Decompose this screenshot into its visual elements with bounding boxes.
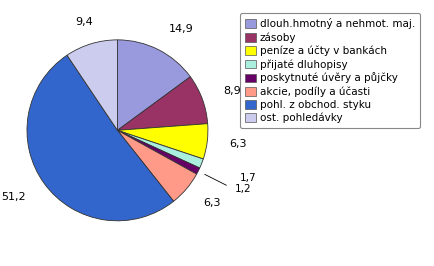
Text: 51,2: 51,2 xyxy=(1,192,26,202)
Text: 8,9: 8,9 xyxy=(223,86,241,96)
Text: 6,3: 6,3 xyxy=(229,139,247,149)
Text: 14,9: 14,9 xyxy=(168,24,193,34)
Text: 6,3: 6,3 xyxy=(203,198,221,209)
Wedge shape xyxy=(67,40,117,130)
Wedge shape xyxy=(117,124,207,159)
Wedge shape xyxy=(117,130,196,201)
Wedge shape xyxy=(117,130,199,174)
Wedge shape xyxy=(117,40,190,130)
Wedge shape xyxy=(117,77,207,130)
Text: 1,2: 1,2 xyxy=(234,184,251,194)
Text: 9,4: 9,4 xyxy=(76,17,93,27)
Legend: dlouh.hmotný a nehmot. maj., zásoby, peníze a účty v bankách, přijaté dluhopisy,: dlouh.hmotný a nehmot. maj., zásoby, pen… xyxy=(240,13,419,128)
Wedge shape xyxy=(117,130,203,168)
Text: 1,7: 1,7 xyxy=(239,173,256,184)
Wedge shape xyxy=(27,55,173,221)
